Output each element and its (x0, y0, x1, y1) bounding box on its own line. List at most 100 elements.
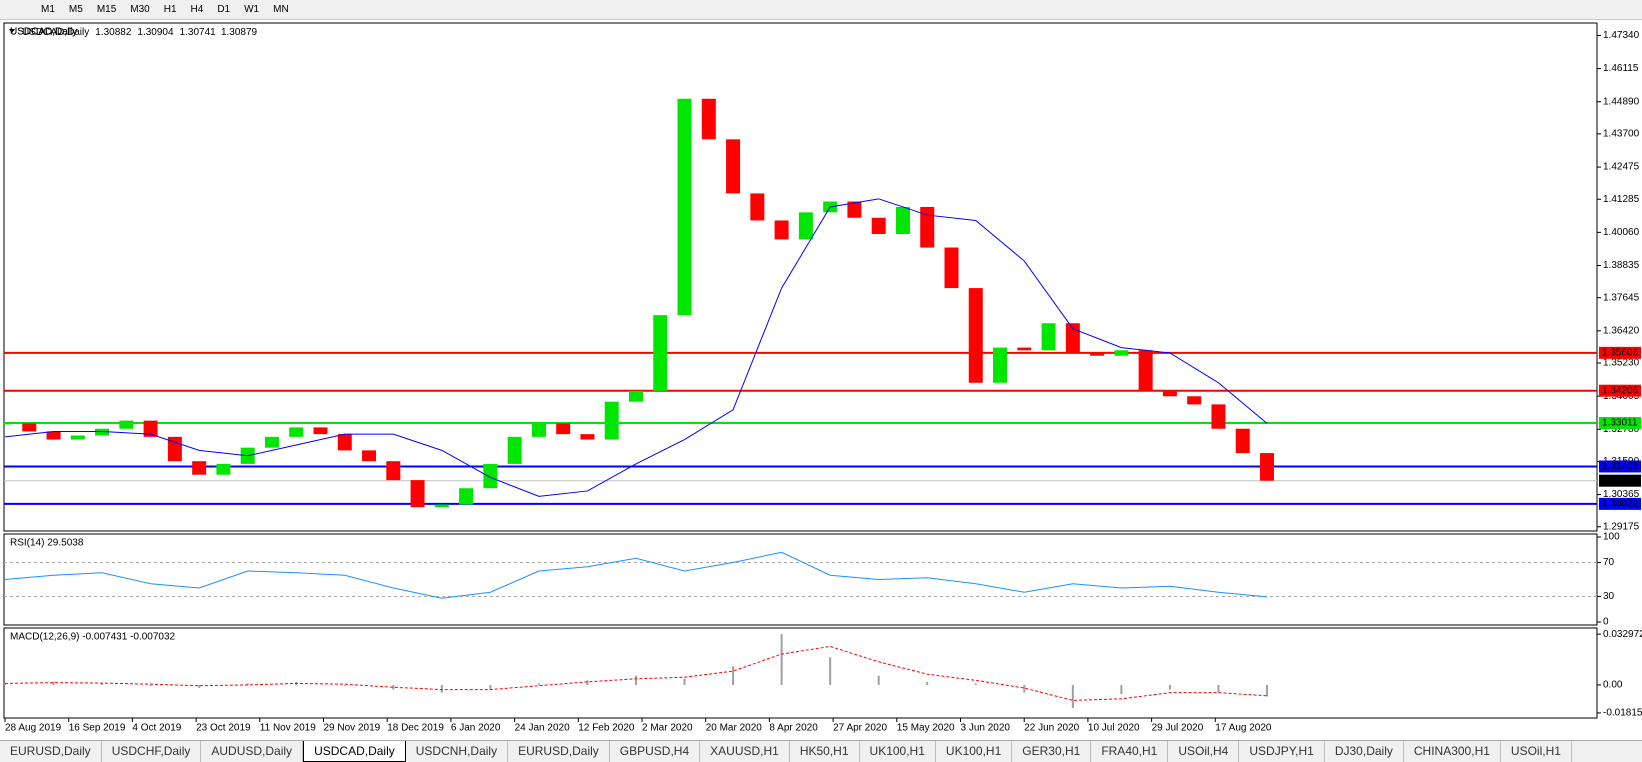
chart-tab[interactable]: UK100,H1 (936, 741, 1013, 762)
candle (531, 423, 546, 437)
timeframe-button[interactable]: H1 (163, 4, 177, 15)
chart-tab[interactable]: GER30,H1 (1012, 741, 1092, 762)
chart-tab[interactable]: CHINA300,H1 (1404, 741, 1501, 762)
menu-arrow (9, 29, 15, 33)
timeframe-button[interactable]: M5 (68, 4, 83, 15)
level-label: 1.30022 (1602, 499, 1639, 510)
macd-bar (392, 684, 395, 690)
macd-bar (974, 683, 977, 685)
chart-tab[interactable]: GBPUSD,H4 (610, 741, 701, 762)
chart-tab[interactable]: USDCAD,Daily (303, 741, 406, 762)
timeframe-button[interactable]: M30 (130, 4, 150, 15)
candle (726, 139, 741, 194)
x-tick-label: 16 Sep 2019 (69, 723, 126, 734)
candle (1041, 323, 1056, 351)
timeframe-button[interactable]: MN (273, 4, 289, 15)
timeframe-button[interactable]: M1 (41, 4, 55, 15)
x-tick-label: 22 Jun 2020 (1024, 723, 1079, 734)
chart-tab[interactable]: USDCNH,Daily (406, 741, 509, 762)
x-tick-label: 15 May 2020 (897, 723, 955, 734)
x-tick-label: 12 Feb 2020 (578, 723, 635, 734)
x-tick-label: 8 Apr 2020 (769, 723, 818, 734)
candle (629, 390, 643, 402)
candle (289, 427, 304, 437)
y-tick-label: 1.35230 (1603, 358, 1640, 369)
candle (701, 98, 716, 140)
macd-bar (877, 675, 880, 685)
candle (216, 463, 231, 475)
candle (1235, 428, 1250, 454)
x-tick-label: 18 Dec 2019 (387, 723, 444, 734)
moving-average (4, 198, 1268, 497)
chart-tab[interactable]: FRA40,H1 (1091, 741, 1169, 762)
y-tick-label: -0.018154 (1603, 708, 1642, 719)
level-label: 1.34206 (1602, 385, 1639, 396)
chart-tab[interactable]: EURUSD,Daily (508, 741, 610, 762)
macd-bar (198, 684, 201, 689)
symbol-name: USDCAD,Daily (22, 27, 89, 38)
quote-value: 1.30904 (137, 27, 174, 38)
level-label: 1.33011 (1602, 418, 1638, 429)
macd-bar (246, 683, 249, 685)
x-tick-label: 6 Jan 2020 (451, 723, 501, 734)
chart-tab[interactable]: DJ30,Daily (1325, 741, 1404, 762)
chart-tab[interactable]: USOil,H1 (1501, 741, 1572, 762)
candle (434, 504, 449, 508)
candle (386, 461, 401, 481)
candle (264, 436, 279, 448)
macd-bar (4, 683, 6, 685)
macd-bar (101, 683, 104, 685)
macd-bar (149, 684, 152, 686)
chart-tab[interactable]: AUDUSD,Daily (201, 741, 304, 762)
x-tick-label: 20 Mar 2020 (706, 723, 763, 734)
timeframe-button[interactable]: M15 (96, 4, 117, 15)
y-tick-label: 1.44890 (1603, 96, 1640, 107)
x-tick-label: 29 Nov 2019 (324, 723, 381, 734)
chart-tab[interactable]: HK50,H1 (790, 741, 860, 762)
chart-tab[interactable]: XAUUSD,H1 (700, 741, 790, 762)
level-tag (1599, 384, 1641, 397)
candle (944, 247, 959, 289)
signal-line (4, 645, 1268, 701)
level-tag (1599, 497, 1641, 510)
last-price-tag (1599, 474, 1641, 487)
panel-frame (3, 627, 1598, 719)
x-tick-label: 29 Jul 2020 (1152, 723, 1204, 734)
timeframe-button[interactable]: D1 (217, 4, 231, 15)
y-tick-label: 0.032972 (1603, 629, 1642, 640)
y-tick-label: 30 (1603, 591, 1615, 602)
y-tick-label: 1.32780 (1603, 424, 1640, 435)
chart-tab[interactable]: USOil,H4 (1168, 741, 1240, 762)
panel-title: MACD(12,26,9) -0.007431 -0.007032 (10, 632, 176, 643)
x-tick-label: 27 Apr 2020 (833, 723, 887, 734)
y-tick-label: 1.36420 (1603, 325, 1640, 336)
chart-tab[interactable]: USDCHF,Daily (102, 741, 202, 762)
candle (604, 401, 619, 440)
macd-bar (1266, 684, 1268, 697)
rsi-line (4, 551, 1268, 599)
timeframe-toolbar: M1 M5 M15 M30 H1 H4 D1 W1 MN (0, 0, 1642, 20)
x-tick-label: 4 Oct 2019 (132, 723, 181, 734)
candle (556, 423, 571, 435)
candle (895, 206, 910, 234)
timeframe-button[interactable]: W1 (244, 4, 260, 15)
chart-tab[interactable]: EURUSD,Daily (0, 741, 102, 762)
timeframe-button[interactable]: H4 (190, 4, 204, 15)
panel-frame (3, 533, 1598, 626)
candle (1187, 396, 1202, 405)
candle (1090, 353, 1105, 356)
panel-frame (3, 22, 1598, 532)
chart-tabs: EURUSD,Daily USDCHF,Daily AUDUSD,Daily USDC… (0, 740, 1642, 762)
candle (3, 422, 11, 425)
candle (677, 98, 692, 316)
candle (920, 206, 935, 248)
chart-tab[interactable]: USDJPY,H1 (1239, 741, 1325, 762)
macd-bar (1023, 684, 1026, 693)
macd-bar (440, 684, 443, 693)
chart-tab[interactable]: UK100,H1 (860, 741, 936, 762)
candle (1211, 404, 1226, 429)
candle (774, 220, 789, 240)
macd-bar (1071, 684, 1074, 709)
last-price-label: 1.30879 (1602, 475, 1639, 486)
candle (871, 217, 886, 234)
